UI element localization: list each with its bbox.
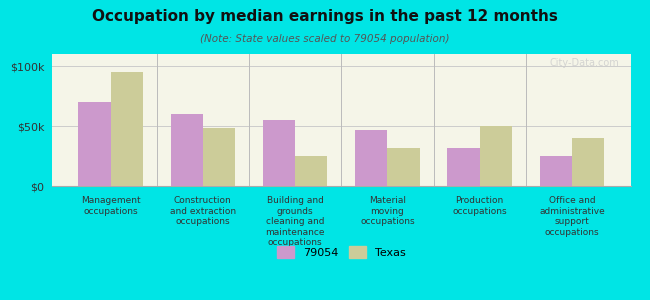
Bar — [78, 102, 111, 186]
Text: (Note: State values scaled to 79054 population): (Note: State values scaled to 79054 popu… — [200, 34, 450, 44]
Bar — [203, 128, 235, 186]
Text: City-Data.com: City-Data.com — [549, 58, 619, 68]
Bar — [263, 120, 295, 186]
Bar — [355, 130, 387, 186]
Bar — [170, 114, 203, 186]
Bar — [447, 148, 480, 186]
Bar — [540, 156, 572, 186]
Bar — [111, 72, 143, 186]
Text: Occupation by median earnings in the past 12 months: Occupation by median earnings in the pas… — [92, 9, 558, 24]
Bar — [387, 148, 420, 186]
Bar — [572, 138, 604, 186]
Bar — [480, 126, 512, 186]
Legend: 79054, Texas: 79054, Texas — [272, 242, 410, 262]
Bar — [295, 156, 328, 186]
